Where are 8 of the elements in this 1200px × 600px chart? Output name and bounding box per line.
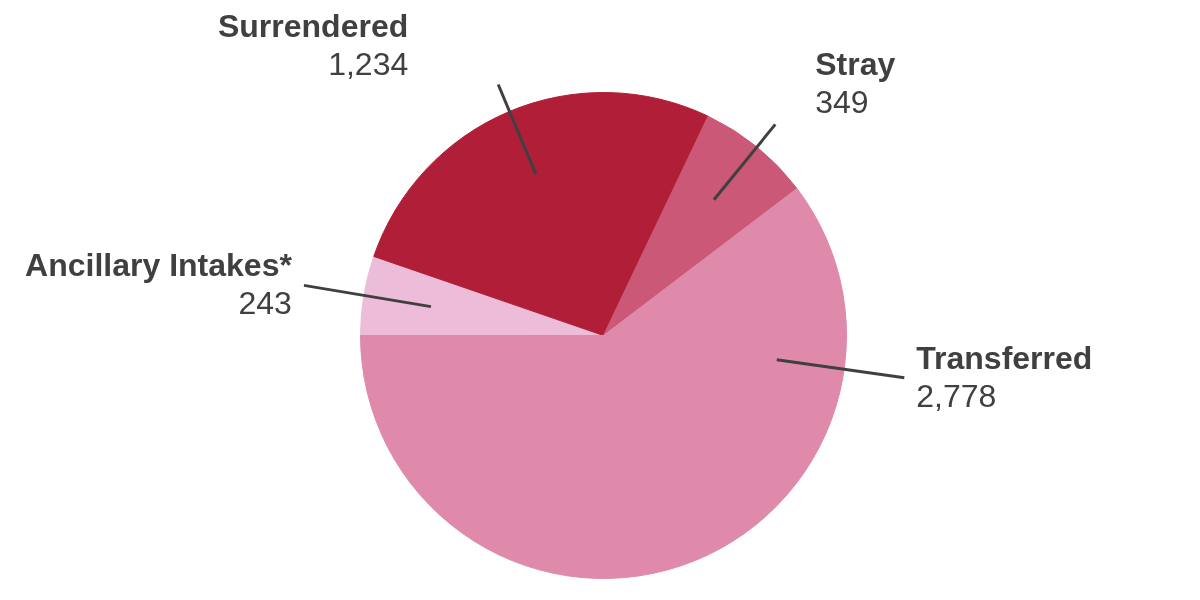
slice-label: Transferred <box>916 339 1093 376</box>
data-label: 2,778 <box>916 377 997 414</box>
data-label: 243 <box>238 285 292 322</box>
data-label: 1,234 <box>328 45 409 82</box>
data-label: 349 <box>815 84 869 121</box>
slice-label: Stray <box>815 46 896 83</box>
slice-label: Ancillary Intakes* <box>25 247 293 284</box>
slice-label: Surrendered <box>217 7 409 44</box>
